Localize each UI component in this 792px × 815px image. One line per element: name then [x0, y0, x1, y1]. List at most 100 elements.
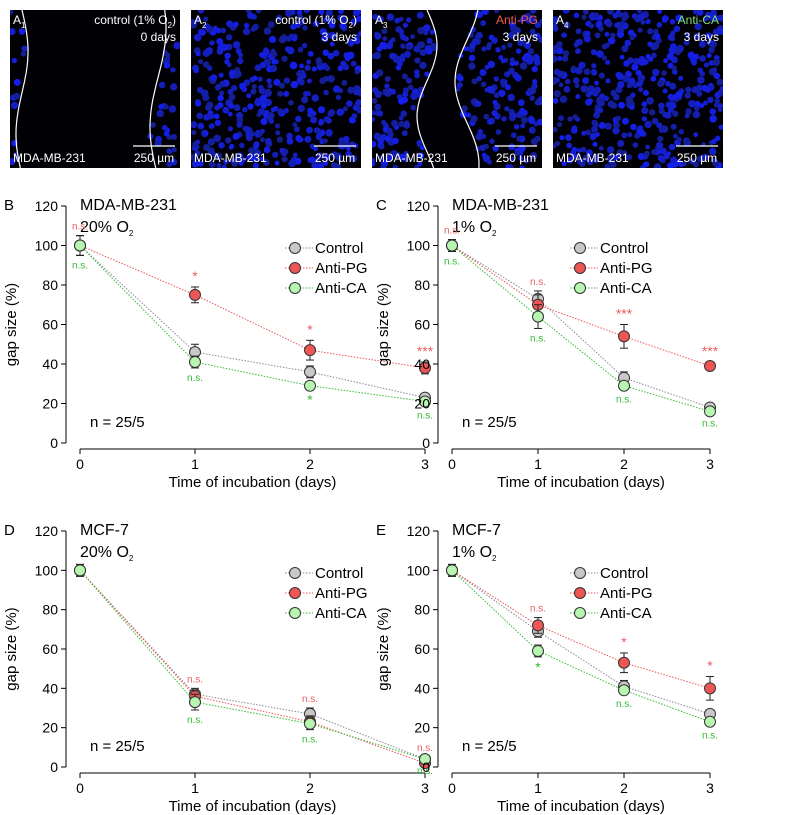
- micrograph-condition: Anti-CA: [678, 13, 719, 27]
- micrograph-condition: control (1% O2): [94, 13, 176, 30]
- scale-bar-label: 250 µm: [677, 151, 717, 165]
- legend-label: Control: [315, 565, 363, 582]
- legend-label: Anti-PG: [600, 260, 653, 277]
- y-tick-label: 100: [407, 238, 431, 254]
- anti-ca-significance: n.s.: [702, 418, 718, 429]
- y-tick-label: 80: [414, 602, 430, 618]
- x-tick-label: 1: [191, 780, 199, 796]
- series-line: [451, 569, 711, 689]
- micrograph-time: 3 days: [322, 30, 357, 44]
- legend-marker: [574, 587, 586, 599]
- chart-title: MCF-7: [452, 522, 501, 539]
- data-point: [419, 395, 431, 408]
- x-axis-label: Time of incubation (days): [497, 474, 665, 491]
- n-label: n = 25/5: [90, 738, 145, 755]
- chart-subtitle: 1% O2: [452, 544, 497, 563]
- anti-ca-significance: *: [535, 659, 541, 675]
- series-anti_pg: [446, 563, 716, 701]
- gap-edge-line: [416, 10, 438, 168]
- legend-marker: [289, 587, 301, 599]
- data-point: [704, 359, 716, 372]
- anti-pg-significance: *: [621, 634, 627, 650]
- series-line: [79, 569, 426, 760]
- series-line: [451, 245, 711, 408]
- y-tick-label: 0: [50, 759, 58, 775]
- anti-pg-significance: ***: [616, 306, 633, 322]
- anti-ca-significance: n.s.: [702, 731, 718, 742]
- micrograph-1: A1 control (1% O2)0 days MDA-MB-231 250 µm: [10, 10, 180, 168]
- panel-label: E: [376, 522, 386, 539]
- y-tick-label: 120: [407, 523, 431, 539]
- chart-E: E 0 20 40 60 80 100 120 0 1 2 3 Time of incubation (…: [375, 522, 718, 815]
- legend-label: Control: [600, 565, 648, 582]
- series-anti_pg: [446, 239, 716, 372]
- y-tick-label: 20: [414, 720, 430, 736]
- legend-label: Control: [600, 240, 648, 257]
- chart-C: C 0 20 40 60 80 100 120 0 1 2 3 Time of incubation (…: [375, 197, 719, 491]
- panel-label: B: [4, 197, 14, 214]
- data-point: [189, 356, 201, 369]
- cell-nuclei: [553, 10, 723, 168]
- anti-ca-significance: n.s.: [187, 715, 203, 726]
- anti-pg-significance: *: [707, 658, 713, 674]
- series-anti_ca: [446, 563, 716, 728]
- x-tick-label: 0: [76, 780, 84, 796]
- x-axis-label: Time of incubation (days): [169, 474, 337, 491]
- cell-nuclei: [191, 10, 361, 168]
- data-point: [74, 564, 86, 577]
- series-line: [451, 569, 711, 715]
- data-point: [446, 564, 458, 577]
- legend-marker: [289, 567, 301, 579]
- micrograph-time: 0 days: [141, 30, 176, 44]
- data-point: [618, 379, 630, 392]
- y-tick-label: 80: [42, 602, 58, 618]
- legend-marker: [574, 607, 586, 619]
- micrograph-4: A4 Anti-CA 3 days MDA-MB-231 250 µm: [553, 10, 723, 168]
- legend-label: Anti-CA: [600, 605, 652, 622]
- y-tick-label: 100: [407, 562, 431, 578]
- series-line: [79, 245, 426, 402]
- y-tick-label: 80: [414, 277, 430, 293]
- data-point: [618, 684, 630, 697]
- data-point: [304, 379, 316, 392]
- y-tick-label: 20: [42, 396, 58, 412]
- data-point: [618, 330, 630, 343]
- anti-ca-significance: n.s.: [417, 410, 433, 421]
- y-tick-label: 100: [35, 562, 59, 578]
- data-point: [189, 696, 201, 709]
- legend-label: Anti-PG: [315, 260, 368, 277]
- x-tick-label: 1: [534, 456, 542, 472]
- data-point: [532, 644, 544, 657]
- chart-title: MDA-MB-231: [80, 197, 177, 214]
- series-line: [451, 245, 711, 367]
- series-line: [79, 245, 426, 369]
- y-tick-label: 60: [414, 317, 430, 333]
- y-tick-label: 100: [35, 238, 59, 254]
- micrograph-background: [10, 10, 180, 168]
- scale-bar-label: 250 µm: [496, 151, 536, 165]
- anti-pg-significance: n.s.: [302, 694, 318, 705]
- chart-subtitle: 20% O2: [80, 544, 134, 563]
- anti-ca-significance: n.s.: [187, 373, 203, 384]
- micrograph-cell-line: MDA-MB-231: [556, 151, 629, 165]
- anti-pg-significance: n.s.: [444, 226, 460, 237]
- x-tick-label: 0: [76, 456, 84, 472]
- y-axis-label: gap size (%): [375, 607, 392, 690]
- gap-edge-line: [15, 10, 29, 168]
- series-line: [451, 569, 711, 723]
- x-axis-label: Time of incubation (days): [169, 798, 337, 815]
- y-tick-label: 60: [414, 641, 430, 657]
- y-tick-label: 20: [42, 720, 58, 736]
- scale-bar-label: 250 µm: [134, 151, 174, 165]
- y-tick-label: 20: [414, 396, 430, 412]
- series-anti_ca: [74, 563, 431, 766]
- micrograph-condition: control (1% O2): [275, 13, 357, 30]
- y-tick-label: 60: [42, 317, 58, 333]
- y-tick-label: 0: [50, 435, 58, 451]
- anti-pg-significance: ***: [417, 343, 434, 359]
- x-tick-label: 3: [421, 456, 429, 472]
- micrograph-2: A2 control (1% O2)3 days MDA-MB-231 250 µm: [191, 10, 361, 168]
- data-point: [419, 753, 431, 766]
- n-label: n = 25/5: [90, 414, 145, 431]
